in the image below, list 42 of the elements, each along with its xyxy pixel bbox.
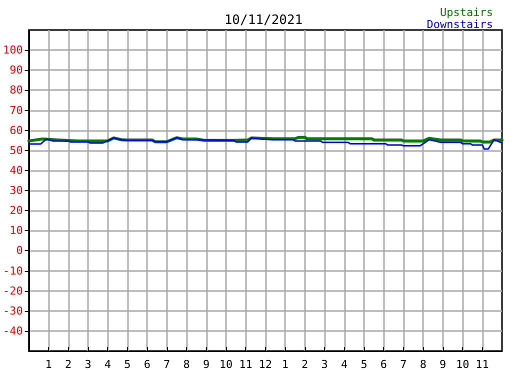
y-tick-label: 20	[10, 204, 23, 218]
y-tick-label: 80	[10, 84, 23, 97]
y-tick-label: -30	[2, 304, 23, 318]
text: Downstairs	[426, 18, 493, 31]
x-tick-label: 2	[302, 358, 308, 370]
x-tick-label: 4	[104, 358, 112, 370]
x-tick-label: 4	[340, 358, 348, 370]
x-tick-label: 6	[380, 358, 388, 370]
x-tick-label: 9	[440, 358, 446, 370]
y-tick-label: 60	[10, 124, 23, 137]
x-tick-label: 1	[45, 358, 52, 370]
y-tick-label: 10	[10, 224, 23, 238]
y-tick-label: 30	[10, 184, 23, 197]
x-tick-label: 3	[321, 358, 328, 370]
y-tick-label: 40	[10, 164, 23, 177]
x-tick-label: 2	[64, 358, 72, 370]
x-tick-label: 1	[282, 358, 288, 370]
x-tick-label: 10	[456, 358, 470, 370]
y-tick-label: 0	[16, 244, 23, 258]
y-tick-label: 100	[2, 44, 23, 57]
x-tick-label: 3	[84, 358, 92, 370]
x-tick-label: 8	[420, 358, 426, 370]
x-tick-label: 12	[258, 358, 272, 370]
y-tick-label: 70	[10, 104, 23, 117]
y-tick-label: -20	[2, 284, 23, 298]
x-tick-label: 7	[164, 358, 170, 370]
text: Upstairs	[440, 6, 493, 19]
chart-title: 10/11/2021	[224, 13, 303, 28]
y-tick-label: 90	[10, 64, 23, 77]
x-tick-label: 10	[219, 358, 233, 370]
y-tick-label: 50	[10, 144, 23, 157]
x-tick-label: 7	[400, 358, 407, 370]
y-tick-label: -10	[2, 264, 23, 278]
x-tick-label: 5	[124, 358, 131, 370]
x-tick-label: 8	[183, 358, 190, 370]
x-tick-label: 6	[144, 358, 150, 370]
y-tick-label: -40	[2, 324, 23, 338]
x-tick-label: 9	[202, 358, 210, 370]
line-series	[28, 136, 503, 150]
x-tick-label: 11	[239, 358, 252, 370]
x-tick-label: 5	[360, 358, 368, 370]
x-tick-label: 11	[476, 358, 489, 370]
